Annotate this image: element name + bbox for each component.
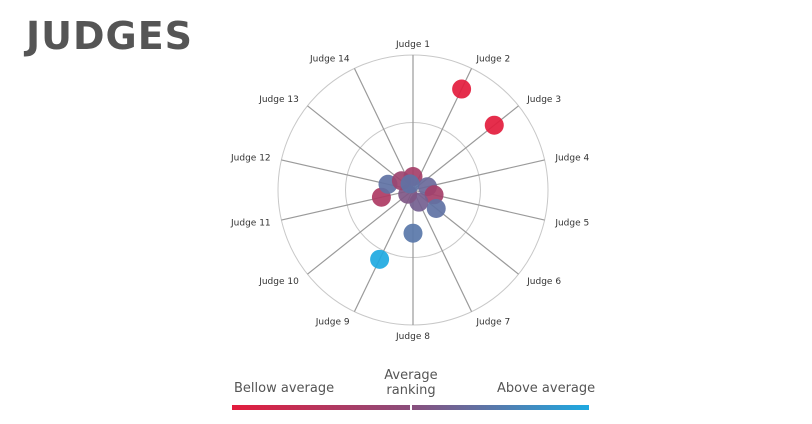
radar-axes	[281, 55, 545, 325]
judge-label-2: Judge 2	[475, 54, 510, 64]
judge-point-14	[400, 174, 420, 194]
legend-average-ranking-label: Average ranking	[380, 368, 442, 398]
judge-label-4: Judge 4	[554, 154, 589, 164]
judge-label-12: Judge 12	[230, 154, 271, 164]
legend-above-average-label: Above average	[497, 381, 596, 396]
judge-point-2	[452, 79, 472, 99]
judge-label-13: Judge 13	[258, 95, 299, 105]
judge-label-5: Judge 5	[554, 218, 589, 228]
judge-label-7: Judge 7	[475, 318, 510, 328]
page-title: JUDGES	[26, 14, 194, 58]
judge-label-8: Judge 8	[395, 332, 430, 342]
legend-average-tick	[410, 402, 412, 413]
radar-axis-judge-11	[281, 189, 414, 221]
judge-label-11: Judge 11	[230, 218, 271, 228]
legend-below-average-label: Bellow average	[234, 381, 335, 396]
judges-radar-chart: Judge 1 Judge 2 Judge 3 Judge 4 Judge 5 Judge…	[230, 40, 590, 342]
legend-average-line1: Average	[384, 368, 438, 383]
judge-label-1: Judge 1	[395, 40, 430, 50]
radar-axis-judge-14	[353, 68, 414, 191]
radar-axis-judge-10	[307, 189, 414, 275]
legend-average-line2: ranking	[386, 383, 436, 398]
judge-point-3	[484, 115, 504, 135]
legend-gradient-bar	[232, 402, 589, 413]
judge-label-10: Judge 10	[258, 277, 299, 287]
judge-point-6	[426, 199, 446, 219]
judge-label-9: Judge 9	[315, 318, 350, 328]
judge-label-3: Judge 3	[526, 95, 561, 105]
judge-labels: Judge 1 Judge 2 Judge 3 Judge 4 Judge 5 Judge…	[230, 40, 590, 342]
judge-point-8	[403, 223, 423, 243]
judge-label-6: Judge 6	[526, 277, 561, 287]
judge-points	[370, 79, 504, 269]
judge-point-9	[370, 249, 390, 269]
judge-label-14: Judge 14	[309, 54, 350, 64]
